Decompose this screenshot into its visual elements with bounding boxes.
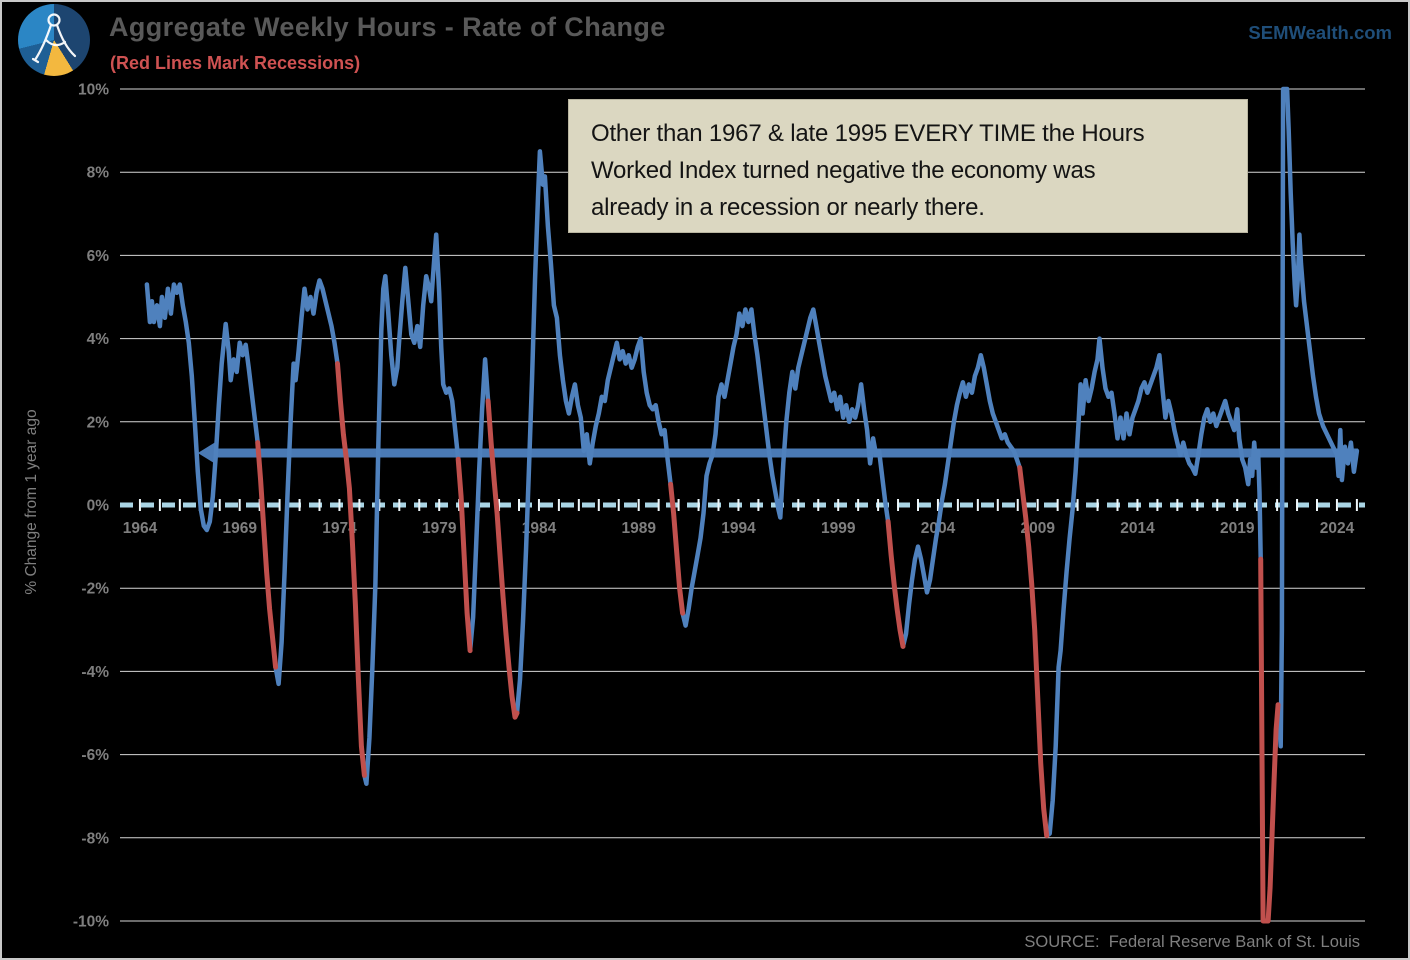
svg-text:-6%: -6% bbox=[81, 747, 109, 764]
svg-text:-2%: -2% bbox=[81, 581, 109, 598]
svg-text:-4%: -4% bbox=[81, 664, 109, 681]
source-credit: SOURCE: Federal Reserve Bank of St. Loui… bbox=[1024, 933, 1360, 951]
annotation-line: Worked Index turned negative the economy… bbox=[591, 157, 1096, 184]
svg-text:-8%: -8% bbox=[81, 830, 109, 847]
svg-text:1994: 1994 bbox=[721, 520, 756, 537]
svg-text:8%: 8% bbox=[87, 165, 110, 182]
brand-link[interactable]: SEMWealth.com bbox=[1248, 22, 1392, 43]
page-title: Aggregate Weekly Hours - Rate of Change bbox=[109, 12, 666, 42]
recession-segments bbox=[255, 361, 1281, 924]
svg-text:1984: 1984 bbox=[522, 520, 557, 537]
svg-text:10%: 10% bbox=[78, 82, 109, 99]
svg-text:2%: 2% bbox=[87, 414, 110, 431]
annotation-box: Other than 1967 & late 1995 EVERY TIME t… bbox=[568, 99, 1248, 233]
series-line bbox=[144, 86, 1360, 838]
page-subtitle: (Red Lines Mark Recessions) bbox=[110, 53, 361, 73]
svg-text:4%: 4% bbox=[87, 331, 110, 348]
svg-text:1979: 1979 bbox=[422, 520, 457, 537]
svg-text:-10%: -10% bbox=[73, 914, 109, 931]
sem-wealth-logo-icon bbox=[18, 4, 90, 76]
zero-line bbox=[120, 499, 1365, 511]
svg-text:0%: 0% bbox=[87, 498, 110, 515]
compass-icon bbox=[31, 13, 77, 64]
svg-text:2019: 2019 bbox=[1220, 520, 1255, 537]
svg-text:1999: 1999 bbox=[821, 520, 856, 537]
annotation-line: Other than 1967 & late 1995 EVERY TIME t… bbox=[591, 120, 1145, 147]
svg-text:1989: 1989 bbox=[621, 520, 656, 537]
x-tick-labels: 1964 1969 1974 1979 1984 1989 1994 1999 2004 2009… bbox=[123, 520, 1355, 537]
svg-text:2014: 2014 bbox=[1120, 520, 1155, 537]
svg-text:6%: 6% bbox=[87, 248, 110, 265]
svg-text:1964: 1964 bbox=[123, 520, 158, 537]
svg-text:1969: 1969 bbox=[222, 520, 257, 537]
svg-text:1974: 1974 bbox=[322, 520, 357, 537]
annotation-line: already in a recession or nearly there. bbox=[591, 194, 985, 221]
y-tick-labels: 10% 8% 6% 4% 2% 0% -2% -4% -6% -8% -10% bbox=[73, 82, 109, 931]
svg-text:2024: 2024 bbox=[1320, 520, 1355, 537]
